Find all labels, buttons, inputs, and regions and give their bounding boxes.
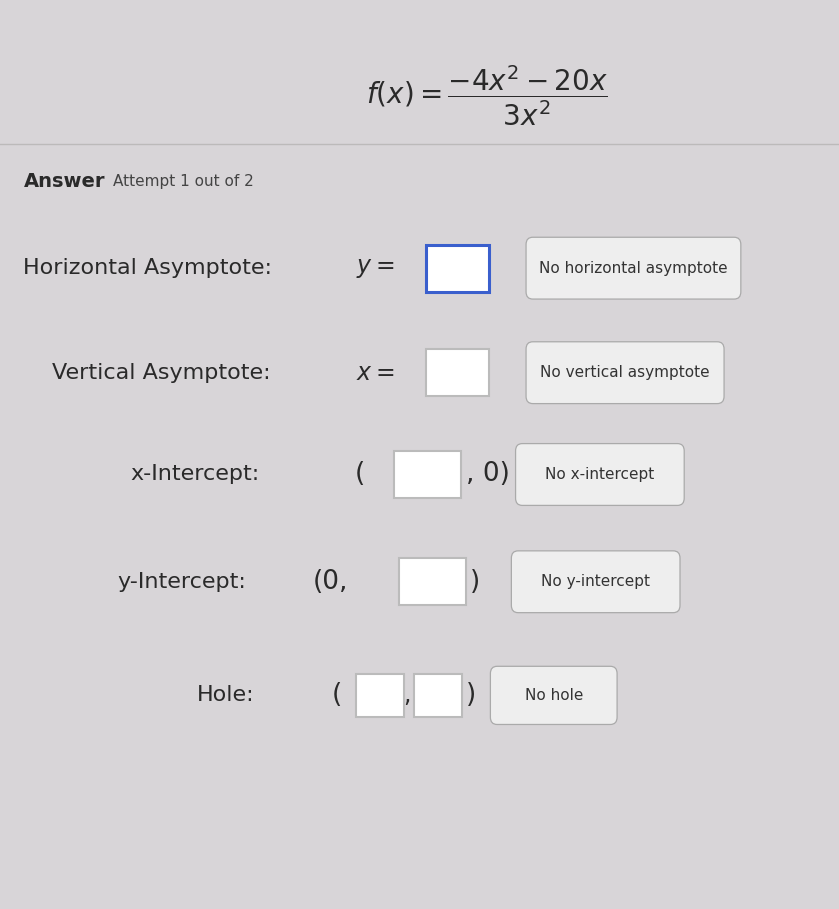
- Text: ): ): [466, 683, 476, 708]
- Text: (: (: [332, 683, 342, 708]
- Text: Horizontal Asymptote:: Horizontal Asymptote:: [23, 258, 273, 278]
- FancyBboxPatch shape: [511, 551, 680, 613]
- Text: x-Intercept:: x-Intercept:: [130, 464, 259, 484]
- FancyBboxPatch shape: [490, 666, 618, 724]
- Text: No horizontal asymptote: No horizontal asymptote: [539, 261, 727, 275]
- Text: No y-intercept: No y-intercept: [541, 574, 650, 589]
- Text: , 0): , 0): [466, 462, 509, 487]
- Text: y-Intercept:: y-Intercept:: [117, 572, 247, 592]
- Text: $x =$: $x =$: [356, 361, 394, 385]
- Text: $f(x) = \dfrac{-4x^2 - 20x}{3x^2}$: $f(x) = \dfrac{-4x^2 - 20x}{3x^2}$: [366, 64, 607, 127]
- Bar: [394, 451, 461, 498]
- Text: Vertical Asymptote:: Vertical Asymptote:: [52, 363, 271, 383]
- FancyBboxPatch shape: [526, 237, 741, 299]
- Text: $y =$: $y =$: [356, 256, 394, 280]
- Text: Answer: Answer: [23, 173, 105, 191]
- FancyBboxPatch shape: [515, 444, 684, 505]
- Bar: [399, 558, 466, 605]
- Text: Attempt 1 out of 2: Attempt 1 out of 2: [113, 175, 254, 189]
- Bar: [426, 349, 488, 396]
- Bar: [426, 245, 488, 292]
- Text: ,: ,: [404, 684, 410, 707]
- Text: ): ): [470, 569, 480, 594]
- Text: Hole:: Hole:: [197, 685, 255, 705]
- Bar: [356, 674, 404, 717]
- Text: (: (: [355, 462, 365, 487]
- FancyBboxPatch shape: [526, 342, 724, 404]
- Text: No hole: No hole: [524, 688, 583, 703]
- Bar: [414, 674, 462, 717]
- Text: No vertical asymptote: No vertical asymptote: [540, 365, 710, 380]
- Text: No x-intercept: No x-intercept: [545, 467, 654, 482]
- Text: (0,: (0,: [313, 569, 348, 594]
